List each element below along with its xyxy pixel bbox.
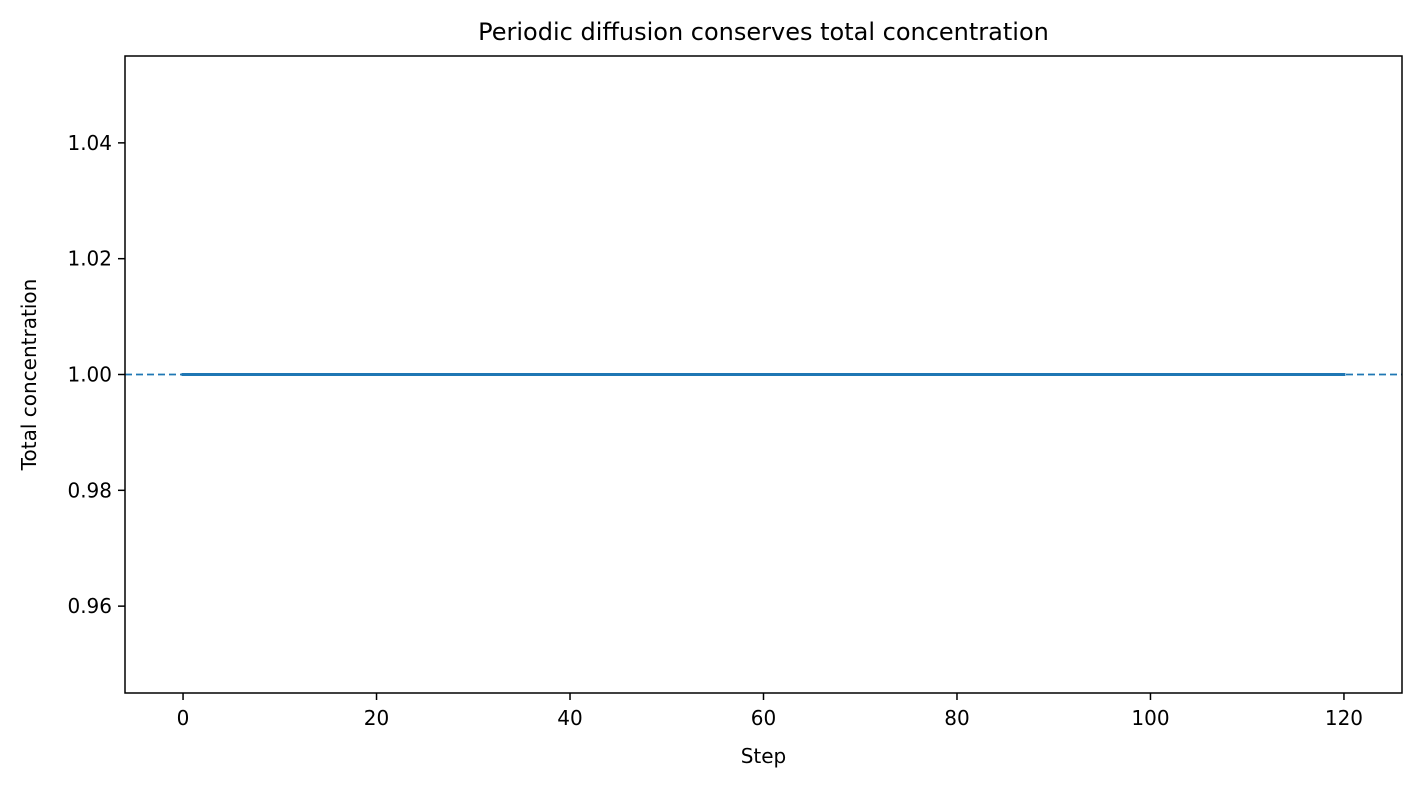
y-tick-label: 1.02 <box>67 247 112 271</box>
y-axis-ticks: 0.96 0.98 1.00 1.02 1.04 <box>67 131 125 618</box>
x-axis-label: Step <box>741 744 787 768</box>
y-tick-label: 1.04 <box>67 131 112 155</box>
plot-area <box>124 55 1403 694</box>
y-axis-label: Total concentration <box>17 279 41 472</box>
x-tick-label: 120 <box>1325 706 1363 730</box>
y-tick-label: 1.00 <box>67 363 112 387</box>
y-tick-label: 0.96 <box>67 594 112 618</box>
chart-title: Periodic diffusion conserves total conce… <box>478 18 1049 46</box>
x-tick-label: 20 <box>364 706 389 730</box>
y-tick-label: 0.98 <box>67 478 112 502</box>
x-tick-label: 60 <box>751 706 776 730</box>
x-tick-label: 0 <box>177 706 190 730</box>
x-tick-label: 40 <box>557 706 582 730</box>
x-tick-label: 80 <box>944 706 969 730</box>
x-tick-label: 100 <box>1131 706 1169 730</box>
x-axis-ticks: 0 20 40 60 80 100 120 <box>177 693 1363 730</box>
